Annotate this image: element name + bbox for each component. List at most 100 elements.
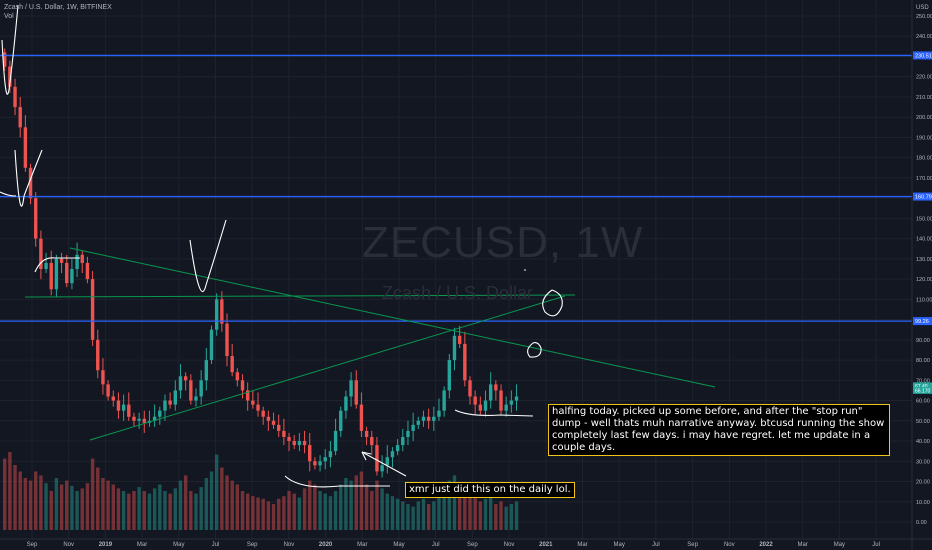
volume-bar bbox=[452, 475, 457, 530]
volume-bar bbox=[478, 501, 483, 530]
volume-bar bbox=[163, 491, 167, 530]
volume-bar bbox=[442, 491, 446, 530]
time-axis[interactable]: Sep Nov 2019 Mar May Jul Sep Nov 2020 Mar May Jul Se… bbox=[0, 538, 932, 548]
text-annotation-xmr[interactable]: xmr just did this on the daily lol. bbox=[405, 482, 575, 498]
candle-body bbox=[8, 66, 12, 87]
candle-body bbox=[364, 430, 369, 437]
volume-bar bbox=[59, 484, 64, 530]
volume-bar bbox=[152, 488, 157, 530]
candle-body bbox=[509, 400, 514, 405]
volume-bar bbox=[8, 452, 12, 530]
candle-body bbox=[137, 418, 141, 421]
candle-body bbox=[245, 390, 250, 401]
candle-body bbox=[370, 436, 374, 446]
bottom-curve bbox=[284, 475, 390, 488]
volume-bar bbox=[416, 501, 420, 530]
price-candles bbox=[3, 48, 519, 478]
text-annotation-halving[interactable]: halfing today. picked up some before, an… bbox=[548, 404, 890, 456]
volume-bar bbox=[245, 493, 250, 530]
candle-body bbox=[220, 299, 224, 324]
volume-bar bbox=[370, 491, 374, 530]
time-tick-label: 2020 bbox=[319, 542, 333, 548]
candle-body bbox=[168, 400, 172, 405]
volume-bar bbox=[199, 487, 203, 530]
volume-bar bbox=[266, 501, 271, 530]
volume-bar bbox=[80, 488, 84, 530]
price-tick-label: 0.00 bbox=[916, 520, 927, 526]
time-tick-label: May bbox=[614, 542, 625, 548]
tick-left bbox=[0, 191, 17, 197]
volume-bar bbox=[359, 471, 364, 530]
candle-body bbox=[75, 254, 79, 269]
level-label: 230.51 bbox=[915, 53, 932, 59]
candle-body bbox=[344, 396, 348, 411]
candle-body bbox=[163, 400, 167, 411]
candle-body bbox=[70, 269, 74, 284]
candle-body bbox=[101, 370, 105, 385]
candle-body bbox=[395, 445, 400, 452]
candle-body bbox=[354, 380, 358, 405]
candle-body bbox=[437, 410, 441, 417]
swoosh-3 bbox=[189, 219, 227, 292]
volume-bar bbox=[85, 483, 90, 530]
volume-bar bbox=[499, 501, 503, 530]
candle-body bbox=[3, 52, 7, 67]
price-tick-label: 40.00 bbox=[916, 439, 930, 445]
current-price-badge-bg bbox=[913, 382, 932, 390]
candle-body bbox=[390, 451, 395, 458]
candle-body bbox=[189, 380, 193, 401]
candle-body bbox=[359, 404, 364, 431]
candle-body bbox=[44, 262, 48, 269]
candle-body bbox=[251, 400, 255, 405]
time-tick-label: Mar bbox=[577, 542, 587, 548]
candle-body bbox=[80, 254, 84, 263]
time-tick-label: Nov bbox=[504, 542, 515, 548]
candle-body bbox=[230, 356, 234, 373]
price-tick-label: 80.00 bbox=[916, 358, 930, 364]
candle-body bbox=[473, 396, 477, 405]
volume-bar bbox=[173, 488, 178, 530]
price-tick-label: 140.00 bbox=[916, 237, 932, 243]
volume-bars bbox=[3, 452, 519, 530]
price-axis[interactable]: 0.00 10.00 20.00 30.00 40.00 50.00 60.00 70.00 8… bbox=[911, 0, 932, 550]
volume-bar bbox=[447, 480, 452, 530]
price-tick-label: 240.00 bbox=[916, 34, 932, 40]
volume-bar bbox=[235, 484, 240, 530]
candle-body bbox=[421, 416, 426, 421]
grid bbox=[0, 0, 912, 539]
candle-body bbox=[277, 424, 281, 431]
circle-2 bbox=[527, 342, 542, 358]
volume-bar bbox=[380, 488, 384, 530]
candle-body bbox=[504, 404, 508, 411]
volume-bar bbox=[147, 493, 152, 530]
support-curve bbox=[454, 409, 534, 417]
symbol-title[interactable]: Zcash / U.S. Dollar, 1W, BITFINEX bbox=[4, 4, 112, 11]
price-tick-label: 70.00 bbox=[916, 378, 930, 384]
candle-body bbox=[478, 404, 483, 411]
candle-body bbox=[323, 457, 327, 462]
candle-body bbox=[152, 416, 157, 421]
arrow-head bbox=[361, 451, 372, 461]
candle-body bbox=[447, 360, 452, 391]
candle-body bbox=[406, 430, 410, 437]
candle-body bbox=[457, 335, 462, 344]
candle-body bbox=[282, 430, 286, 437]
volume-bar bbox=[349, 480, 353, 530]
volume-bar bbox=[256, 497, 260, 530]
candle-body bbox=[132, 416, 136, 421]
candle-body bbox=[452, 335, 457, 361]
candle-body bbox=[494, 384, 498, 391]
candle-body bbox=[271, 420, 276, 425]
volume-bar bbox=[189, 491, 193, 530]
volume-bar bbox=[339, 484, 343, 530]
candle-body bbox=[13, 86, 17, 108]
volume-bar bbox=[468, 493, 472, 530]
volume-bar bbox=[287, 491, 291, 530]
level-label: 99.26 bbox=[915, 319, 929, 325]
time-tick-label: 2019 bbox=[99, 542, 113, 548]
price-tick-label: 180.00 bbox=[916, 156, 932, 162]
volume-bar bbox=[463, 491, 467, 530]
price-tick-label: 30.00 bbox=[916, 459, 930, 465]
price-tick-label: 210.00 bbox=[916, 95, 932, 101]
